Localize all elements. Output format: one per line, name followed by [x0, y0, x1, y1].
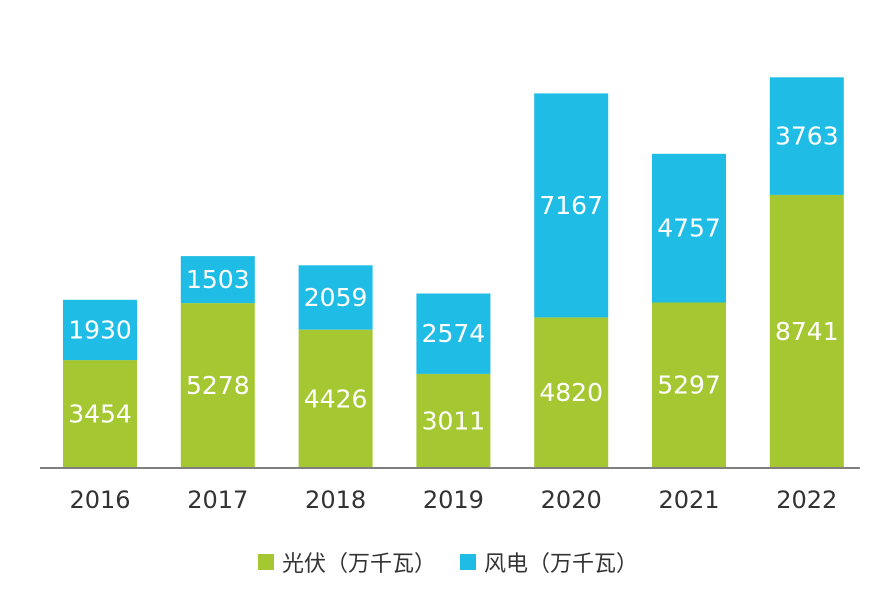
data-label-wind-2017: 1503 [186, 265, 250, 294]
data-label-solar-2019: 3011 [422, 407, 486, 436]
data-label-wind-2016: 1930 [68, 315, 132, 344]
legend-item-solar: 光伏（万千瓦） [257, 546, 436, 578]
data-label-solar-2018: 4426 [304, 384, 368, 413]
bar-solar-2018 [298, 329, 373, 468]
data-label-solar-2021: 5297 [657, 371, 721, 400]
legend: 光伏（万千瓦） 风电（万千瓦） [0, 544, 896, 580]
x-tick-label-2016: 2016 [69, 486, 130, 514]
bars-group: 3454 1930 5278 1503 4426 2059 3011 2574 4820 7167… [63, 77, 844, 469]
data-label-solar-2016: 3454 [68, 400, 132, 429]
bar-wind-2017 [180, 256, 255, 304]
x-tick-label-2018: 2018 [305, 486, 366, 514]
data-label-wind-2018: 2059 [304, 283, 368, 312]
bar-wind-2022 [769, 77, 844, 195]
x-tick-label-2017: 2017 [187, 486, 248, 514]
bar-solar-2021 [652, 302, 726, 468]
bar-wind-2021 [652, 153, 726, 303]
data-label-wind-2019: 2574 [422, 319, 486, 348]
x-tick-label-2021: 2021 [658, 486, 719, 514]
data-label-solar-2022: 8741 [775, 317, 839, 346]
x-tick-label-2022: 2022 [776, 486, 837, 514]
bar-wind-2020 [534, 93, 609, 318]
legend-label-solar: 光伏（万千瓦） [281, 552, 436, 577]
x-tick-label-2020: 2020 [541, 486, 602, 514]
data-label-wind-2022: 3763 [775, 122, 839, 151]
bar-solar-2016 [63, 360, 137, 468]
bar-wind-2019 [416, 293, 491, 374]
data-label-wind-2021: 4757 [657, 214, 721, 243]
legend-swatch-solar [257, 554, 274, 570]
legend-swatch-wind [460, 554, 476, 570]
bar-solar-2020 [534, 317, 609, 468]
legend-label-wind: 风电（万千瓦） [484, 552, 639, 577]
legend-item-wind: 风电（万千瓦） [460, 546, 638, 578]
bar-solar-2022 [769, 194, 844, 469]
data-label-solar-2020: 4820 [539, 378, 603, 407]
bar-solar-2019 [416, 373, 491, 468]
bar-wind-2016 [63, 299, 137, 361]
bar-solar-2017 [180, 303, 255, 468]
x-tick-labels: 2016 2017 2018 2019 2020 2021 2022 [69, 486, 837, 514]
data-label-solar-2017: 5278 [186, 371, 250, 400]
bar-wind-2018 [298, 265, 373, 330]
data-label-wind-2020: 7167 [539, 191, 603, 220]
x-tick-label-2019: 2019 [423, 486, 484, 514]
